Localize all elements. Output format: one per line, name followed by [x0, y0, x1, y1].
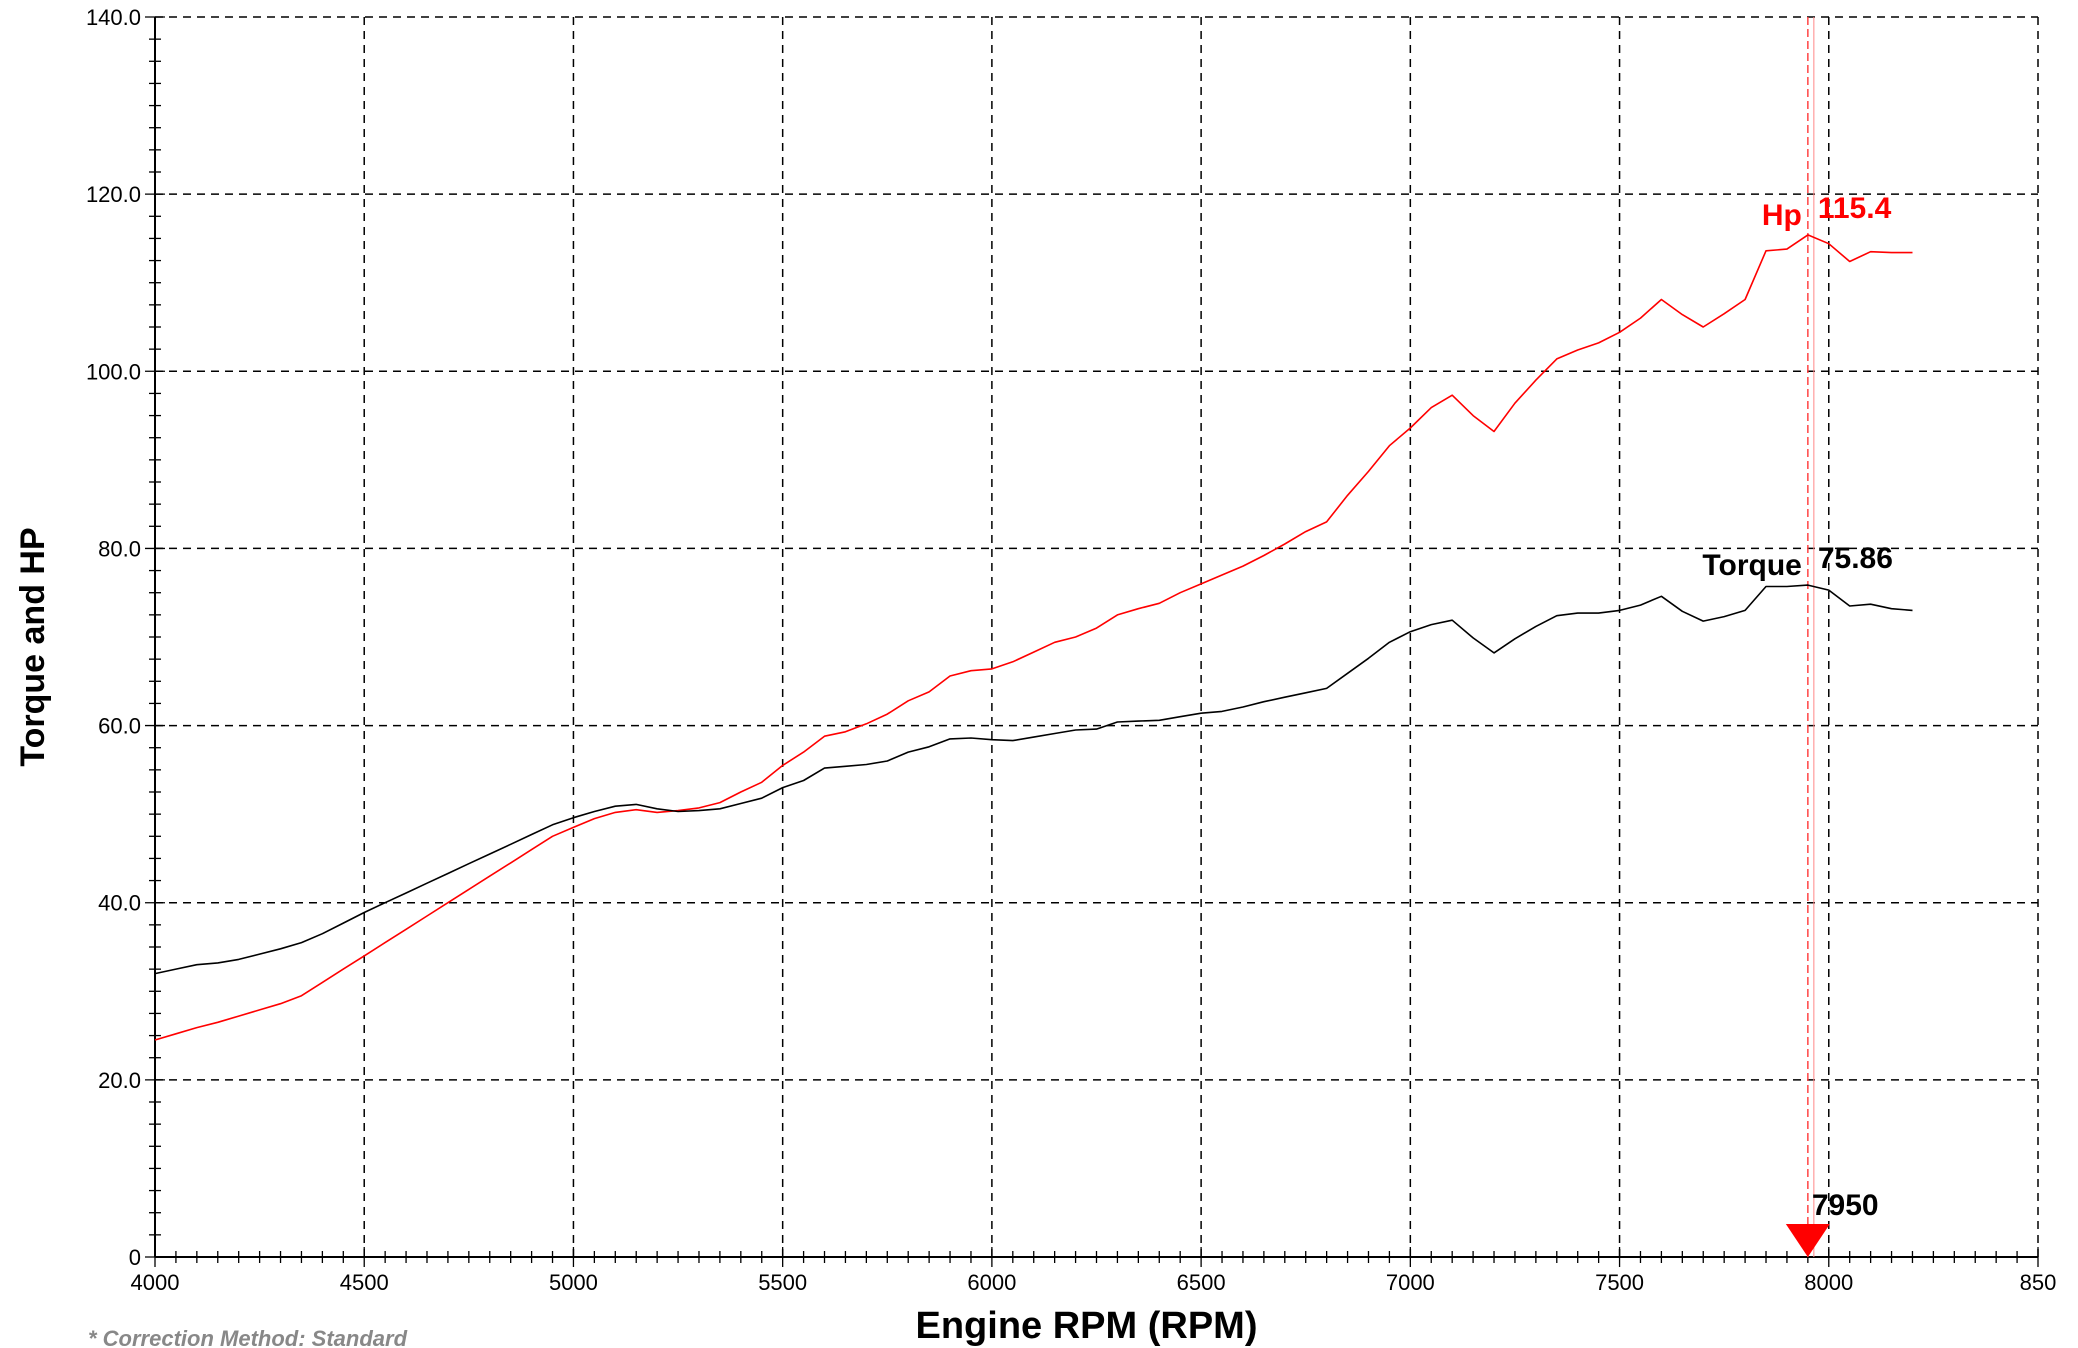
x-tick-label: 7000 — [1386, 1270, 1435, 1295]
x-tick-label: 4000 — [131, 1270, 180, 1295]
cursor-marker-icon[interactable] — [1785, 1224, 1830, 1257]
torque-peak-label: Torque — [1702, 549, 1801, 582]
y-tick-label: 0 — [129, 1245, 141, 1270]
x-axis-title: Engine RPM (RPM) — [916, 1305, 1258, 1347]
x-axis-ticks: 4000 4500 5000 5500 6000 6500 7000 7500 8000 850 — [131, 1270, 2057, 1295]
x-tick-label: 4500 — [340, 1270, 389, 1295]
correction-method-footnote: * Correction Method: Standard — [88, 1326, 408, 1348]
y-tick-label: 40.0 — [98, 891, 141, 916]
grid-lines — [155, 16, 2039, 1257]
hp-peak-label: Hp — [1762, 199, 1802, 232]
series-line-hp — [154, 234, 1913, 1041]
x-tick-label: 6000 — [967, 1270, 1016, 1295]
torque-peak-value: 75.86 — [1818, 542, 1893, 575]
x-tick-label: 6500 — [1177, 1270, 1226, 1295]
y-axis-title: Torque and HP — [14, 527, 52, 766]
series-layer — [154, 234, 1913, 1041]
y-tick-label: 60.0 — [98, 714, 141, 739]
cursor-rpm-label: 7950 — [1812, 1189, 1879, 1222]
plot-background — [155, 17, 2038, 1257]
y-tick-label: 140.0 — [86, 5, 141, 30]
x-tick-label: 5500 — [758, 1270, 807, 1295]
x-tick-label: 850 — [2020, 1270, 2057, 1295]
y-tick-label: 100.0 — [86, 359, 141, 384]
x-tick-label: 7500 — [1595, 1270, 1644, 1295]
y-tick-label: 120.0 — [86, 182, 141, 207]
y-tick-label: 80.0 — [98, 536, 141, 561]
y-axis-ticks: 0 20.0 40.0 60.0 80.0 100.0 120.0 140.0 — [86, 5, 141, 1270]
y-tick-label: 20.0 — [98, 1068, 141, 1093]
hp-peak-value: 115.4 — [1818, 192, 1892, 225]
x-tick-label: 5000 — [549, 1270, 598, 1295]
series-line-torque — [154, 584, 1913, 975]
x-tick-label: 8000 — [1804, 1270, 1853, 1295]
